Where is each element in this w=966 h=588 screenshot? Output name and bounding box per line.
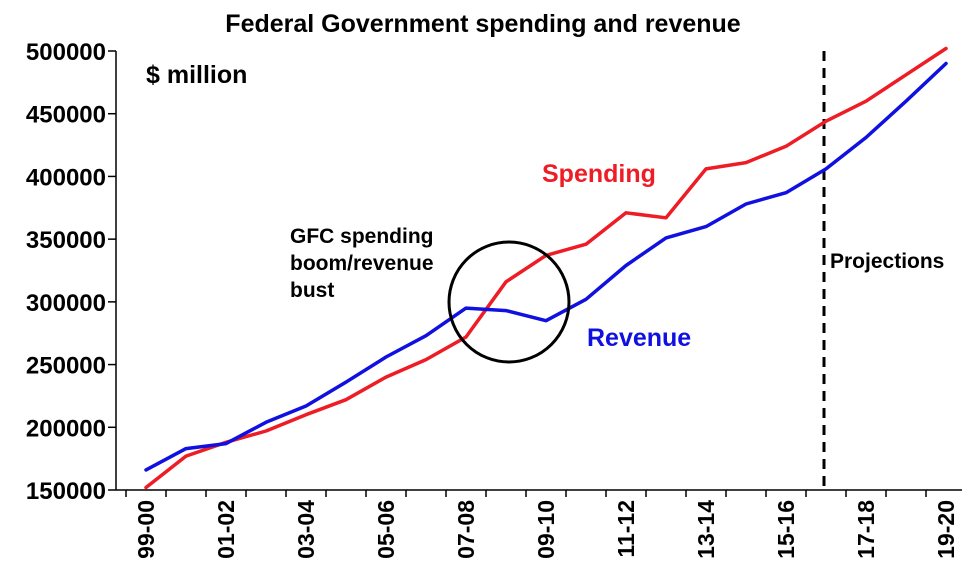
x-tick-label: 99-00: [133, 500, 159, 559]
gfc-highlight-circle: [447, 240, 571, 364]
y-tick-label: 450000: [26, 102, 106, 129]
gfc-annotation: GFC spending boom/revenue bust: [290, 225, 439, 302]
y-tick-label: 150000: [26, 478, 106, 505]
x-axis-ticks: 99-00 01-02 03-04 05-06 07-08 09-10 11-12 13-14…: [125, 490, 959, 559]
x-tick-label: 19-20: [933, 500, 959, 559]
x-tick-label: 09-10: [533, 500, 559, 559]
x-tick-label: 07-08: [453, 500, 479, 559]
y-tick-label: 400000: [26, 164, 106, 191]
y-tick-label: 500000: [26, 39, 106, 66]
x-tick-label: 11-12: [613, 500, 639, 558]
spending-series-label: Spending: [542, 160, 656, 188]
gfc-annotation-line-1: GFC spending: [290, 225, 434, 248]
y-tick-label: 200000: [26, 415, 106, 442]
gfc-annotation-line-2: boom/revenue: [290, 252, 434, 275]
projections-label: Projections: [830, 250, 944, 273]
y-tick-label: 250000: [26, 353, 106, 380]
x-tick-label: 13-14: [693, 500, 719, 559]
revenue-line: [144, 61, 948, 472]
x-tick-label: 01-02: [213, 500, 239, 559]
series-layer: [144, 46, 948, 490]
x-tick-label: 05-06: [373, 500, 399, 559]
y-tick-label: 350000: [26, 227, 106, 254]
unit-label: $ million: [146, 61, 247, 89]
x-tick-label: 15-16: [773, 500, 799, 559]
y-tick-label: 300000: [26, 290, 106, 317]
y-axis-ticks: 500000 450000 400000 350000 300000 250000 2000…: [26, 39, 116, 505]
revenue-series-label: Revenue: [587, 324, 691, 352]
x-tick-label: 03-04: [293, 500, 319, 559]
chart-title: Federal Government spending and revenue: [225, 10, 741, 38]
x-tick-label: 17-18: [853, 500, 879, 559]
gfc-annotation-line-3: bust: [290, 279, 334, 302]
